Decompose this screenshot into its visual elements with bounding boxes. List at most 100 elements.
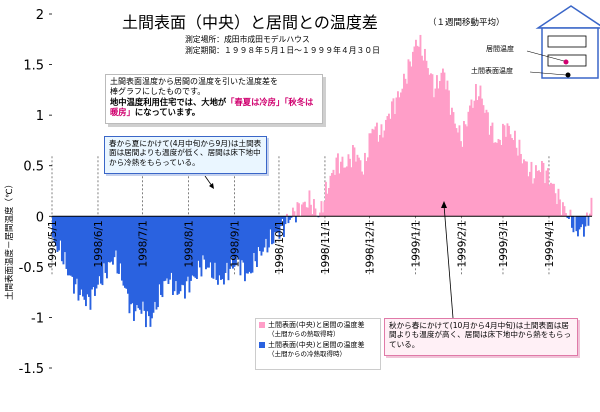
difference-bars	[52, 34, 593, 328]
bar-positive	[385, 119, 387, 217]
bar-positive	[391, 101, 393, 217]
bar-positive	[361, 171, 363, 217]
bar-positive	[520, 154, 522, 217]
bar-negative	[122, 216, 125, 286]
bar-negative	[101, 216, 104, 286]
legend-text-positive: 土間表面(中央)と居間の温度差 （土間からの熱取得時）	[268, 321, 364, 338]
bar-negative	[158, 216, 161, 285]
bar-negative	[220, 216, 222, 280]
general-note-text-a: 地中温度利用住宅では、大地が	[110, 97, 227, 107]
bar-positive	[424, 48, 426, 217]
bar-positive	[437, 88, 440, 217]
bar-positive	[430, 73, 432, 217]
bar-negative	[104, 216, 107, 273]
bar-negative	[566, 216, 569, 219]
bar-negative	[179, 216, 182, 292]
bar-negative	[572, 216, 575, 233]
bar-negative	[265, 216, 267, 239]
bar-positive	[286, 213, 288, 217]
bar-negative	[146, 216, 149, 312]
bar-positive	[466, 126, 468, 217]
bar-positive	[293, 211, 296, 217]
bar-positive	[467, 111, 470, 217]
living-sensor-icon	[563, 59, 569, 65]
bar-positive	[412, 51, 414, 217]
bar-positive	[392, 98, 395, 217]
bar-positive	[322, 212, 324, 217]
house-roof-icon	[535, 5, 600, 29]
bar-negative	[224, 216, 227, 273]
bar-negative	[206, 216, 209, 268]
bar-positive	[328, 188, 330, 217]
bar-positive	[442, 68, 444, 217]
bar-negative	[142, 216, 144, 302]
bar-negative	[95, 216, 98, 289]
bar-negative	[223, 216, 225, 285]
bar-positive	[343, 167, 345, 217]
bar-negative	[139, 216, 141, 310]
bar-negative	[97, 216, 99, 285]
bar-positive	[508, 125, 510, 217]
info-location: 測定場所：成田市成田モデルハウス	[185, 34, 310, 44]
x-tick-label: 1999/4/1	[544, 220, 556, 267]
bar-negative	[134, 216, 137, 312]
bar-positive	[395, 97, 398, 217]
bar-negative	[164, 216, 167, 281]
bar-positive	[419, 34, 422, 217]
bar-negative	[131, 216, 134, 304]
bar-negative	[295, 216, 297, 223]
bar-positive	[382, 137, 384, 217]
bar-negative	[166, 216, 168, 279]
house-diagram	[526, 5, 600, 79]
bar-negative	[121, 216, 123, 281]
general-note-line1: 土間表面温度から居間の温度を引いた温度差を	[110, 77, 278, 86]
bar-positive	[400, 92, 402, 217]
bar-negative	[214, 216, 216, 263]
bar-positive	[491, 122, 494, 217]
bar-negative	[238, 216, 240, 260]
bar-negative	[110, 216, 113, 262]
bar-negative	[221, 216, 224, 280]
bar-negative	[205, 216, 207, 270]
bar-negative	[272, 216, 275, 244]
general-note-line3: 地中温度利用住宅では、大地が「春夏は冷房」「秋冬は暖房」になっています。	[110, 97, 318, 118]
bar-negative	[92, 216, 95, 288]
bar-negative	[251, 216, 254, 273]
floor-sensor-icon	[565, 72, 571, 78]
bar-positive	[337, 153, 339, 217]
bar-positive	[341, 156, 344, 217]
bar-positive	[542, 162, 545, 217]
bar-negative	[239, 216, 242, 276]
bar-positive	[320, 201, 323, 217]
bar-negative	[256, 216, 258, 268]
bar-positive	[358, 157, 360, 217]
bar-positive	[517, 155, 519, 217]
bar-negative	[76, 216, 78, 279]
bar-negative	[580, 216, 582, 228]
x-tick-label: 1999/1/1	[410, 220, 422, 267]
bar-positive	[497, 138, 500, 217]
bar-positive	[296, 202, 299, 217]
bar-negative	[242, 216, 245, 263]
autumn-spring-note: 秋から春にかけて(10月から4月中旬)は土間表面は居間よりも温度が高く、居間は床…	[384, 318, 578, 356]
bar-negative	[230, 216, 233, 258]
bar-positive	[446, 80, 449, 217]
bar-negative	[194, 216, 197, 278]
bar-negative	[269, 216, 272, 230]
bar-negative	[115, 216, 117, 251]
bar-negative	[56, 216, 59, 252]
bar-positive	[527, 176, 530, 217]
bar-negative	[278, 216, 281, 239]
bar-negative	[83, 216, 86, 300]
bar-negative	[182, 216, 185, 286]
bar-positive	[352, 145, 354, 217]
bar-positive	[511, 138, 513, 217]
bar-positive	[533, 178, 536, 217]
bar-negative	[226, 216, 228, 263]
bar-positive	[538, 170, 540, 217]
general-note: 土間表面温度から居間の温度を引いた温度差を 棒グラフにしたものです。 地中温度利…	[105, 74, 323, 124]
bar-positive	[485, 109, 488, 217]
y-tick-label: 1	[36, 109, 44, 124]
bar-positive	[347, 154, 350, 217]
bar-positive	[413, 46, 416, 217]
